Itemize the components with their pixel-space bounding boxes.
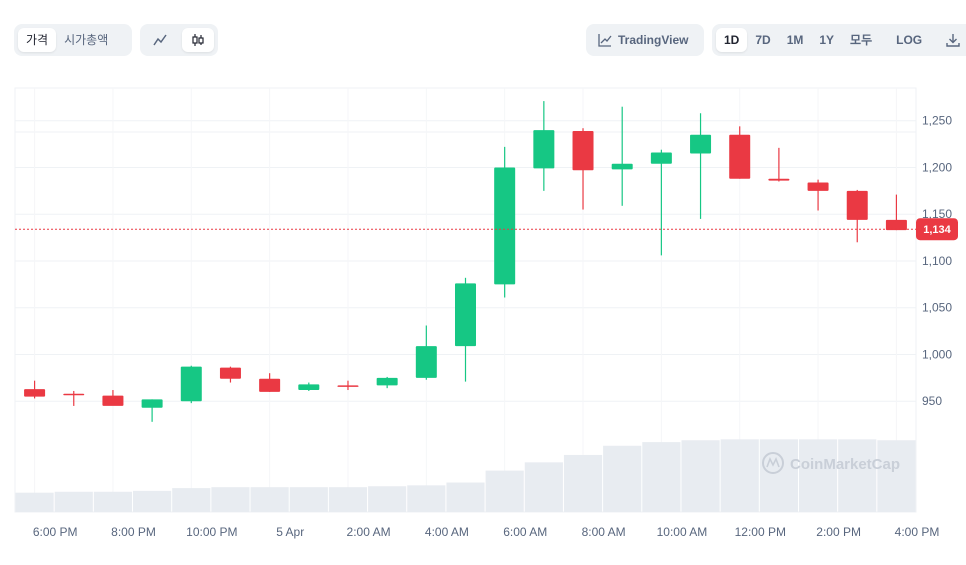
volume-bar xyxy=(681,440,720,512)
candle-body-up xyxy=(415,346,437,378)
candle-body-up xyxy=(650,152,672,164)
time-range-selector: 1D 7D 1M 1Y 모두 LOG xyxy=(712,24,966,56)
candle-body-down xyxy=(219,367,241,379)
volume-bar xyxy=(446,482,485,512)
volume-bar xyxy=(759,439,798,512)
y-tick-label: 1,050 xyxy=(922,301,952,315)
watermark: CoinMarketCap xyxy=(762,452,900,474)
y-axis: 950 1,000 1,050 1,100 1,150 1,200 1,250 1,134 xyxy=(916,114,958,408)
volume-bar xyxy=(407,485,446,512)
chart-type-toggle xyxy=(140,24,218,56)
candlestick-chart: CoinMarketCap 950 1,000 1,050 1,100 1,150 1,2… xyxy=(14,87,958,539)
volume-bar xyxy=(563,454,603,512)
coinmarketcap-logo-icon xyxy=(762,452,784,474)
volume-bar xyxy=(133,490,172,512)
candle-body-up xyxy=(533,130,555,169)
range-all[interactable]: 모두 xyxy=(850,33,873,47)
current-price-label: 1,134 xyxy=(923,224,951,236)
volume-bar xyxy=(877,440,916,512)
current-price-badge xyxy=(916,218,958,241)
x-tick-label: 4:00 AM xyxy=(425,525,469,539)
x-tick-label: 10:00 PM xyxy=(186,525,237,539)
candle-body-up xyxy=(376,377,398,386)
download-icon xyxy=(946,34,960,47)
range-7d[interactable]: 7D xyxy=(755,33,771,47)
volume-bar xyxy=(54,491,93,512)
candle-body-down xyxy=(729,134,751,179)
candle-body-down xyxy=(102,395,124,406)
volume-bar xyxy=(603,445,642,512)
range-1d[interactable]: 1D xyxy=(716,28,748,52)
volume-bar xyxy=(328,487,368,512)
candle-body-up xyxy=(611,163,633,170)
price-chart[interactable]: CoinMarketCap 950 1,000 1,050 1,100 1,150 1,2… xyxy=(0,80,966,560)
candle-body-down xyxy=(572,131,594,171)
volume-bar xyxy=(93,491,133,512)
marketcap-tab[interactable]: 시가총액 xyxy=(64,33,109,47)
candle-body-up xyxy=(455,283,476,347)
volume-bar xyxy=(15,492,54,512)
download-button[interactable] xyxy=(938,28,966,52)
candle-body-down xyxy=(24,389,46,397)
volume-bars xyxy=(15,439,916,512)
volume-bar xyxy=(524,462,563,512)
y-tick-label: 950 xyxy=(922,394,942,408)
volume-bar xyxy=(798,439,838,512)
volume-bar xyxy=(485,470,524,512)
line-chart-button[interactable] xyxy=(144,28,176,52)
candle-body-down xyxy=(259,378,281,392)
candle-body-up xyxy=(494,167,516,285)
y-tick-label: 1,200 xyxy=(922,160,952,174)
price-tab[interactable]: 가격 xyxy=(18,28,57,52)
candle-body-up xyxy=(690,134,712,154)
tradingview-button[interactable]: TradingView xyxy=(590,28,696,52)
candle-body-down xyxy=(885,219,907,231)
candle-body-down xyxy=(846,190,868,220)
range-1y[interactable]: 1Y xyxy=(819,33,835,47)
y-tick-label: 1,150 xyxy=(922,207,952,221)
candle-body-up xyxy=(141,399,163,408)
chart-line-icon xyxy=(598,34,612,47)
volume-bar xyxy=(642,442,681,512)
candles xyxy=(24,101,907,422)
x-tick-label: 12:00 PM xyxy=(735,525,786,539)
x-tick-label: 6:00 PM xyxy=(33,525,78,539)
x-tick-label: 5 Apr xyxy=(276,525,304,539)
volume-bar xyxy=(172,488,211,512)
candle-body-down xyxy=(807,182,829,191)
gridlines xyxy=(14,87,917,513)
x-tick-label: 4:00 PM xyxy=(895,525,940,539)
candle-body-down xyxy=(768,178,790,181)
volume-bar xyxy=(211,487,250,512)
x-tick-label: 10:00 AM xyxy=(657,525,708,539)
x-tick-label: 6:00 AM xyxy=(503,525,547,539)
x-tick-label: 8:00 AM xyxy=(582,525,626,539)
volume-bar xyxy=(720,439,759,512)
x-tick-label: 8:00 PM xyxy=(111,525,156,539)
line-chart-icon xyxy=(153,34,167,46)
tradingview-toggle: TradingView xyxy=(586,24,704,56)
volume-bar xyxy=(250,487,289,512)
range-1m[interactable]: 1M xyxy=(786,33,804,47)
volume-bar xyxy=(838,439,877,512)
tradingview-label: TradingView xyxy=(618,33,689,47)
volume-bar xyxy=(289,487,328,512)
x-tick-label: 2:00 PM xyxy=(816,525,861,539)
y-tick-label: 1,250 xyxy=(922,114,952,128)
candlestick-icon xyxy=(192,34,204,46)
watermark-text: CoinMarketCap xyxy=(790,456,900,473)
price-marketcap-toggle: 가격 시가총액 xyxy=(14,24,132,56)
candle-body-up xyxy=(180,366,202,402)
y-tick-label: 1,000 xyxy=(922,347,952,361)
candle-body-up xyxy=(298,384,320,391)
candle-body-down xyxy=(337,385,359,387)
volume-bar xyxy=(368,486,407,512)
x-tick-label: 2:00 AM xyxy=(347,525,391,539)
x-axis: 6:00 PM 8:00 PM 10:00 PM 5 Apr 2:00 AM 4:00 A… xyxy=(33,525,940,539)
coinmarketcap-logo-mark xyxy=(766,457,780,468)
log-scale-button[interactable]: LOG xyxy=(896,33,923,47)
candlestick-chart-button[interactable] xyxy=(182,28,214,52)
y-tick-label: 1,100 xyxy=(922,254,952,268)
candle-body-down xyxy=(63,393,85,396)
